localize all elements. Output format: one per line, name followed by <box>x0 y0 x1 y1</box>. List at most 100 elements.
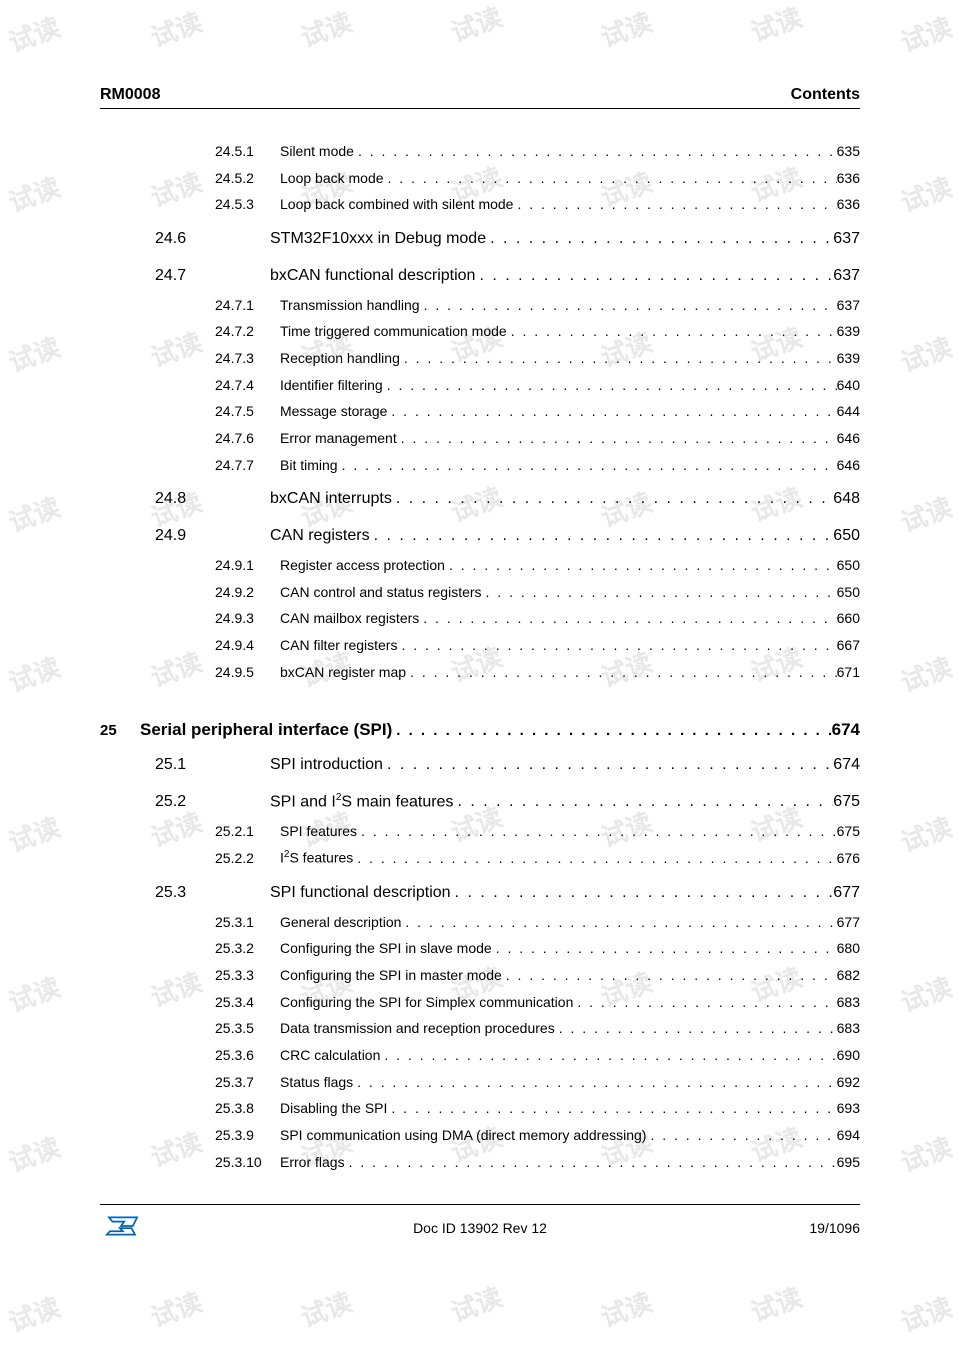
toc-page: 646 <box>837 455 860 477</box>
toc-entry[interactable]: 24.7.2Time triggered communication mode … <box>215 321 860 343</box>
toc-entry[interactable]: 24.7.6Error management . . . . . . . . .… <box>215 428 860 450</box>
toc-entry[interactable]: 24.9.2CAN control and status registers .… <box>215 582 860 604</box>
watermark: 试读 <box>445 1277 507 1330</box>
toc-title: CAN registers <box>270 524 370 549</box>
watermark: 试读 <box>3 647 65 700</box>
toc-entry[interactable]: 24.7.7Bit timing . . . . . . . . . . . .… <box>215 455 860 477</box>
toc-num: 25.3.10 <box>215 1152 280 1174</box>
toc-title: Bit timing <box>280 455 338 477</box>
toc-entry[interactable]: 25.3.3Configuring the SPI in master mode… <box>215 965 860 987</box>
toc-entry[interactable]: 25Serial peripheral interface (SPI) . . … <box>100 717 860 743</box>
toc-entry[interactable]: 24.9.1Register access protection . . . .… <box>215 555 860 577</box>
watermark: 试读 <box>895 487 957 540</box>
table-of-contents: 24.5.1Silent mode . . . . . . . . . . . … <box>100 141 860 1173</box>
toc-entry[interactable]: 24.9.5bxCAN register map . . . . . . . .… <box>215 662 860 684</box>
toc-entry[interactable]: 25.3.2Configuring the SPI in slave mode … <box>215 938 860 960</box>
toc-leader: . . . . . . . . . . . . . . . . . . . . … <box>370 524 834 549</box>
toc-num: 24.6 <box>155 227 270 252</box>
toc-leader: . . . . . . . . . . . . . . . . . . . . … <box>384 168 837 190</box>
toc-num: 25.2.1 <box>215 821 280 843</box>
toc-num: 24.9.5 <box>215 662 280 684</box>
toc-entry[interactable]: 25.2.2I2S features . . . . . . . . . . .… <box>215 847 860 869</box>
toc-num: 25.2 <box>155 790 270 815</box>
toc-entry[interactable]: 25.2SPI and I2S main features . . . . . … <box>155 790 860 815</box>
toc-entry[interactable]: 24.5.2Loop back mode . . . . . . . . . .… <box>215 168 860 190</box>
watermark: 试读 <box>3 327 65 380</box>
toc-entry[interactable]: 24.6STM32F10xxx in Debug mode . . . . . … <box>155 227 860 252</box>
doc-code: RM0008 <box>100 86 160 104</box>
st-logo-icon <box>100 1213 144 1242</box>
toc-page: 660 <box>837 608 860 630</box>
toc-page: 676 <box>837 848 860 870</box>
toc-num: 25.1 <box>155 753 270 778</box>
toc-page: 692 <box>837 1072 860 1094</box>
toc-leader: . . . . . . . . . . . . . . . . . . . . … <box>338 455 837 477</box>
toc-num: 24.7.3 <box>215 348 280 370</box>
toc-page: 680 <box>837 938 860 960</box>
toc-entry[interactable]: 24.8bxCAN interrupts . . . . . . . . . .… <box>155 487 860 512</box>
toc-leader: . . . . . . . . . . . . . . . . . . . . … <box>354 141 837 163</box>
watermark: 试读 <box>3 7 65 60</box>
toc-title: Register access protection <box>280 555 445 577</box>
toc-leader: . . . . . . . . . . . . . . . . . . . . … <box>387 1098 836 1120</box>
toc-entry[interactable]: 25.3.5Data transmission and reception pr… <box>215 1018 860 1040</box>
toc-entry[interactable]: 24.7bxCAN functional description . . . .… <box>155 264 860 289</box>
toc-page: 636 <box>837 168 860 190</box>
watermark: 试读 <box>3 1287 65 1340</box>
page-number: 19/1096 <box>809 1220 860 1236</box>
toc-entry[interactable]: 25.3.9SPI communication using DMA (direc… <box>215 1125 860 1147</box>
toc-entry[interactable]: 25.3.6CRC calculation . . . . . . . . . … <box>215 1045 860 1067</box>
toc-entry[interactable]: 24.5.1Silent mode . . . . . . . . . . . … <box>215 141 860 163</box>
toc-title: CRC calculation <box>280 1045 380 1067</box>
toc-title: CAN filter registers <box>280 635 397 657</box>
toc-title: Disabling the SPI <box>280 1098 387 1120</box>
toc-num: 24.9.2 <box>215 582 280 604</box>
watermark: 试读 <box>3 167 65 220</box>
toc-entry[interactable]: 25.3SPI functional description . . . . .… <box>155 881 860 906</box>
watermark: 试读 <box>595 1282 657 1335</box>
toc-title: bxCAN functional description <box>270 264 475 289</box>
toc-page: 695 <box>837 1152 860 1174</box>
toc-leader: . . . . . . . . . . . . . . . . . . . . … <box>397 428 837 450</box>
toc-entry[interactable]: 24.7.5Message storage . . . . . . . . . … <box>215 401 860 423</box>
toc-num: 24.7.1 <box>215 295 280 317</box>
toc-leader: . . . . . . . . . . . . . . . . . . . . … <box>380 1045 836 1067</box>
watermark: 试读 <box>595 2 657 55</box>
watermark: 试读 <box>895 807 957 860</box>
toc-entry[interactable]: 24.7.4Identifier filtering . . . . . . .… <box>215 375 860 397</box>
toc-entry[interactable]: 25.1SPI introduction . . . . . . . . . .… <box>155 753 860 778</box>
toc-num: 24.9.3 <box>215 608 280 630</box>
toc-entry[interactable]: 24.5.3Loop back combined with silent mod… <box>215 194 860 216</box>
toc-entry[interactable]: 24.7.1Transmission handling . . . . . . … <box>215 295 860 317</box>
toc-num: 25.3.8 <box>215 1098 280 1120</box>
doc-id: Doc ID 13902 Rev 12 <box>413 1220 547 1236</box>
toc-entry[interactable]: 25.3.10Error flags . . . . . . . . . . .… <box>215 1152 860 1174</box>
toc-num: 25.2.2 <box>215 848 280 870</box>
toc-num: 25.3.5 <box>215 1018 280 1040</box>
watermark: 试读 <box>745 0 807 50</box>
toc-leader: . . . . . . . . . . . . . . . . . . . . … <box>387 401 836 423</box>
toc-leader: . . . . . . . . . . . . . . . . . . . . … <box>401 912 836 934</box>
toc-title: Error management <box>280 428 397 450</box>
toc-leader: . . . . . . . . . . . . . . . . . . . . … <box>482 582 837 604</box>
toc-entry[interactable]: 24.9.4CAN filter registers . . . . . . .… <box>215 635 860 657</box>
toc-num: 25 <box>100 719 140 742</box>
toc-entry[interactable]: 24.7.3Reception handling . . . . . . . .… <box>215 348 860 370</box>
toc-entry[interactable]: 25.3.1General description . . . . . . . … <box>215 912 860 934</box>
toc-entry[interactable]: 25.3.8Disabling the SPI . . . . . . . . … <box>215 1098 860 1120</box>
toc-page: 671 <box>837 662 860 684</box>
page-footer: Doc ID 13902 Rev 12 19/1096 <box>100 1204 860 1242</box>
toc-entry[interactable]: 25.2.1SPI features . . . . . . . . . . .… <box>215 821 860 843</box>
toc-entry[interactable]: 24.9.3CAN mailbox registers . . . . . . … <box>215 608 860 630</box>
toc-leader: . . . . . . . . . . . . . . . . . . . . … <box>513 194 836 216</box>
toc-entry[interactable]: 24.9CAN registers . . . . . . . . . . . … <box>155 524 860 549</box>
toc-entry[interactable]: 25.3.4Configuring the SPI for Simplex co… <box>215 992 860 1014</box>
toc-page: 644 <box>837 401 860 423</box>
toc-leader: . . . . . . . . . . . . . . . . . . . . … <box>392 719 831 742</box>
toc-title: bxCAN register map <box>280 662 406 684</box>
toc-page: 635 <box>837 141 860 163</box>
toc-page: 667 <box>837 635 860 657</box>
watermark: 试读 <box>895 327 957 380</box>
toc-title: Identifier filtering <box>280 375 383 397</box>
toc-entry[interactable]: 25.3.7Status flags . . . . . . . . . . .… <box>215 1072 860 1094</box>
